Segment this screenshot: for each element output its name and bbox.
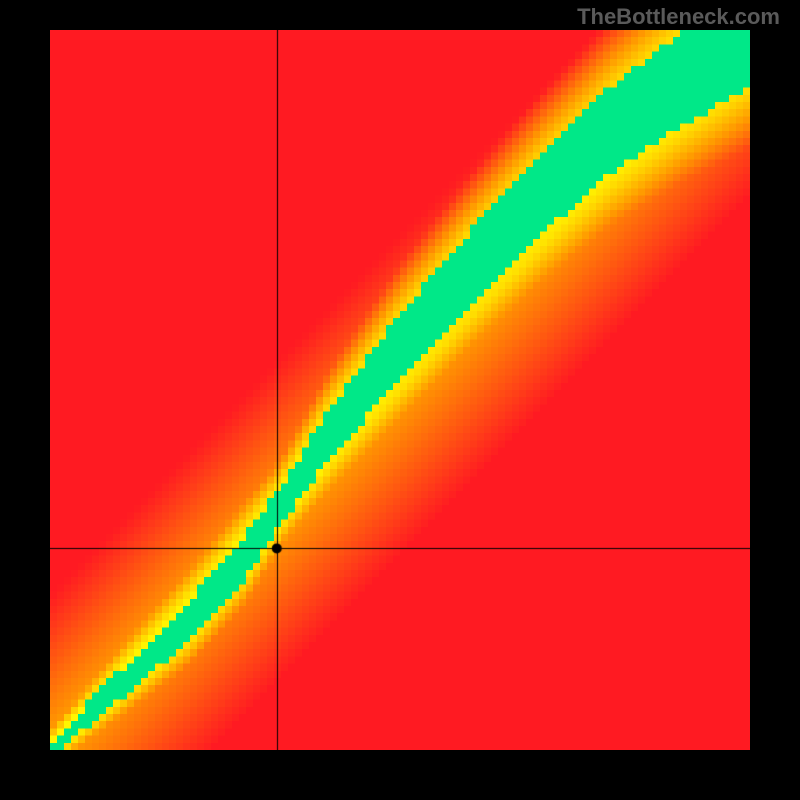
outer-frame: TheBottleneck.com <box>0 0 800 800</box>
plot-area <box>50 30 750 750</box>
watermark-text: TheBottleneck.com <box>577 4 780 30</box>
overlay-canvas <box>50 30 750 750</box>
